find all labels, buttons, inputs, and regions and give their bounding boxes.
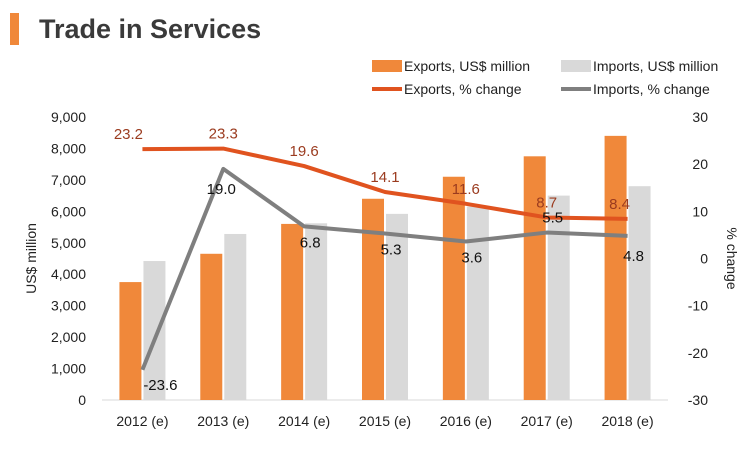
x-tick-label: 2016 (e) <box>440 413 492 429</box>
exports-change-label: 8.4 <box>609 196 630 213</box>
exports-change-label: 19.6 <box>290 143 319 160</box>
y2-tick-label: 30 <box>692 109 708 125</box>
y2-tick-label: 20 <box>692 156 708 172</box>
x-tick-label: 2017 (e) <box>521 413 573 429</box>
imports-change-label: -23.6 <box>143 377 177 394</box>
y2-tick-label: 10 <box>692 203 708 219</box>
y-tick-label: 0 <box>78 392 86 408</box>
imports-bar <box>305 223 328 400</box>
title-accent-bar <box>10 13 19 45</box>
imports-bar <box>547 195 570 400</box>
imports-bar <box>386 213 408 400</box>
legend-swatch <box>561 60 591 72</box>
y-tick-label: 1,000 <box>51 361 86 377</box>
imports-change-label: 4.8 <box>623 248 644 265</box>
exports-change-label: 8.7 <box>536 194 557 211</box>
legend-label: Imports, US$ million <box>593 58 718 74</box>
exports-bar <box>281 223 304 400</box>
exports-bar <box>362 198 384 400</box>
exports-bar <box>119 282 142 400</box>
x-tick-label: 2015 (e) <box>359 413 411 429</box>
imports-change-label: 5.3 <box>381 242 402 259</box>
exports-change-line <box>142 146 628 221</box>
x-tick-label: 2018 (e) <box>601 413 653 429</box>
y2-axis-title: % change <box>724 227 740 289</box>
y-axis-title: US$ million <box>23 223 39 294</box>
imports-change-label: 3.6 <box>461 250 482 267</box>
y-tick-label: 8,000 <box>51 140 86 156</box>
imports-change-label: 19.0 <box>207 181 236 198</box>
imports-bar <box>628 186 651 400</box>
chart-title: Trade in Services <box>39 13 262 44</box>
y-tick-label: 6,000 <box>51 203 86 219</box>
exports-bar <box>604 135 627 400</box>
imports-bar <box>143 261 166 400</box>
legend-swatch <box>372 60 402 72</box>
exports-change-label: 23.3 <box>209 126 238 143</box>
exports-bar <box>523 156 546 400</box>
y-tick-label: 5,000 <box>51 235 86 251</box>
y2-tick-label: -30 <box>688 392 708 408</box>
imports-change-label: 5.5 <box>542 210 563 227</box>
imports-bar <box>224 233 247 400</box>
y2-tick-label: -10 <box>688 298 708 314</box>
exports-bar <box>200 253 223 400</box>
y-tick-label: 3,000 <box>51 298 86 314</box>
y2-tick-label: -20 <box>688 345 708 361</box>
x-tick-label: 2013 (e) <box>197 413 249 429</box>
legend-label: Exports, US$ million <box>404 58 530 74</box>
title-block: Trade in Services <box>10 12 261 46</box>
legend-label: Imports, % change <box>593 81 710 97</box>
x-tick-label: 2014 (e) <box>278 413 330 429</box>
x-tick-label: 2012 (e) <box>116 413 168 429</box>
imports-change-line <box>140 166 628 371</box>
imports-change-label: 6.8 <box>300 234 321 251</box>
exports-bar <box>442 176 465 400</box>
legend-label: Exports, % change <box>404 81 522 97</box>
y-tick-label: 2,000 <box>51 329 86 345</box>
exports-change-label: 23.2 <box>114 126 143 143</box>
imports-bar <box>466 206 489 400</box>
y-tick-label: 4,000 <box>51 266 86 282</box>
y-tick-label: 7,000 <box>51 172 86 188</box>
y2-tick-label: 0 <box>700 251 708 267</box>
exports-change-label: 11.6 <box>452 181 480 198</box>
y-tick-label: 9,000 <box>51 109 86 125</box>
exports-change-label: 14.1 <box>370 169 399 186</box>
